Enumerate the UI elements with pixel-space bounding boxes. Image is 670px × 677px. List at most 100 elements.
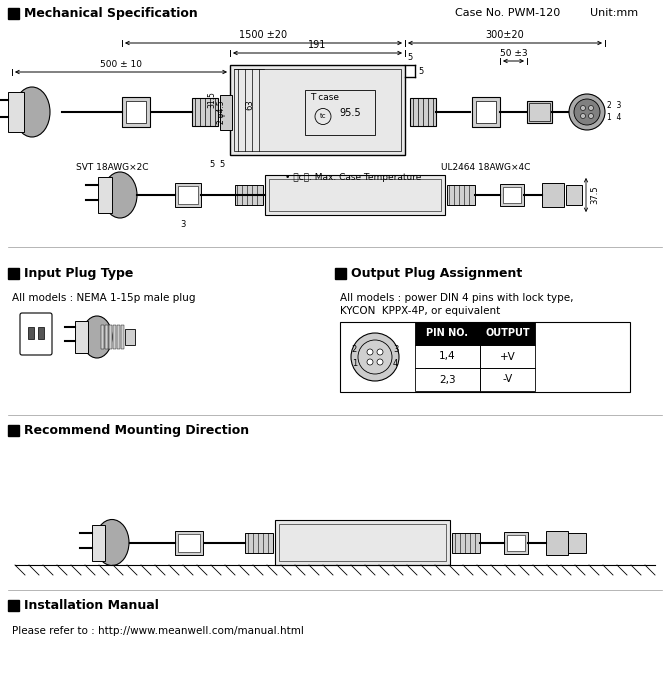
Bar (275, 520, 450, 565)
Bar (175, 531, 203, 554)
Text: Please refer to : http://www.meanwell.com/manual.html: Please refer to : http://www.meanwell.co… (12, 626, 304, 636)
Bar (122, 97, 150, 127)
Bar (507, 535, 525, 550)
Bar (126, 101, 146, 123)
Bar (546, 531, 568, 554)
Bar (480, 322, 535, 345)
Text: Installation Manual: Installation Manual (24, 599, 159, 612)
Bar (230, 65, 405, 155)
Text: 5: 5 (209, 160, 214, 169)
Bar (415, 345, 480, 368)
Text: 50 ±3: 50 ±3 (500, 49, 527, 58)
Bar (452, 533, 480, 552)
Bar (8, 92, 24, 132)
Bar (269, 179, 441, 211)
Circle shape (580, 114, 586, 118)
Bar (105, 325, 108, 349)
Bar (480, 368, 535, 391)
Text: +V: +V (500, 351, 515, 362)
Text: Recommend Mounting Direction: Recommend Mounting Direction (24, 424, 249, 437)
Circle shape (351, 333, 399, 381)
Text: 1: 1 (352, 359, 357, 368)
Circle shape (367, 359, 373, 365)
Text: 4: 4 (393, 359, 398, 368)
Ellipse shape (103, 172, 137, 218)
Bar (113, 325, 116, 349)
Bar (472, 97, 500, 127)
Text: Case No. PWM-120: Case No. PWM-120 (455, 8, 560, 18)
Bar (279, 524, 446, 561)
Bar (125, 329, 135, 345)
Bar (527, 101, 552, 123)
Text: UL2464 18AWG×4C: UL2464 18AWG×4C (442, 163, 531, 172)
Text: 31.5: 31.5 (207, 91, 216, 108)
Bar (235, 185, 263, 205)
Text: 3: 3 (180, 220, 186, 229)
Bar (503, 187, 521, 203)
Bar (8, 268, 19, 279)
Circle shape (377, 359, 383, 365)
Text: 500 ± 10: 500 ± 10 (100, 60, 142, 69)
Bar (98, 177, 112, 213)
Bar (305, 90, 375, 135)
Bar (568, 533, 586, 552)
Bar (245, 533, 273, 552)
Text: 2-φ4.5: 2-φ4.5 (216, 100, 225, 125)
Text: 2  3: 2 3 (607, 102, 621, 110)
Bar (234, 69, 401, 151)
Ellipse shape (95, 519, 129, 565)
Circle shape (569, 94, 605, 130)
Bar (504, 531, 528, 554)
Bar (8, 600, 19, 611)
Bar (220, 95, 232, 130)
Text: 1500 ±20: 1500 ±20 (239, 30, 287, 40)
Text: 2,3: 2,3 (440, 374, 456, 385)
Bar (175, 183, 201, 207)
Bar (265, 175, 445, 215)
Bar (192, 98, 218, 126)
Text: 95.5: 95.5 (339, 108, 361, 118)
Bar (109, 325, 112, 349)
Bar (476, 101, 496, 123)
Text: Output Plug Assignment: Output Plug Assignment (351, 267, 522, 280)
Text: PIN NO.: PIN NO. (427, 328, 468, 338)
Text: 3: 3 (393, 345, 399, 355)
Text: T case: T case (310, 93, 339, 102)
Text: 191: 191 (308, 40, 327, 50)
Text: 1  4: 1 4 (607, 114, 621, 123)
Text: KYCON  KPPX-4P, or equivalent: KYCON KPPX-4P, or equivalent (340, 306, 500, 316)
Text: -V: -V (502, 374, 513, 385)
Circle shape (574, 99, 600, 125)
Bar (415, 322, 480, 345)
Bar (335, 268, 346, 279)
Circle shape (377, 349, 383, 355)
Bar (542, 183, 564, 207)
Bar (529, 103, 550, 121)
Text: All models : NEMA 1-15p male plug: All models : NEMA 1-15p male plug (12, 293, 196, 303)
Bar (121, 325, 124, 349)
Bar (178, 186, 198, 204)
FancyBboxPatch shape (20, 313, 52, 355)
Bar (566, 185, 582, 205)
Text: 2: 2 (352, 345, 357, 355)
Text: 63: 63 (245, 100, 255, 110)
Bar (28, 327, 34, 339)
Bar (447, 185, 475, 205)
Bar (38, 327, 44, 339)
Bar (500, 184, 524, 206)
Ellipse shape (14, 87, 50, 137)
Text: 5: 5 (418, 66, 423, 76)
Text: All models : power DIN 4 pins with lock type,: All models : power DIN 4 pins with lock … (340, 293, 574, 303)
Bar (117, 325, 120, 349)
Bar (8, 8, 19, 19)
Text: Input Plug Type: Input Plug Type (24, 267, 133, 280)
Circle shape (588, 114, 594, 118)
Text: tc: tc (320, 114, 326, 120)
Bar (101, 325, 104, 349)
Text: 300±20: 300±20 (486, 30, 525, 40)
Bar (178, 533, 200, 552)
Bar (92, 525, 105, 561)
Bar (75, 321, 88, 353)
Bar (8, 425, 19, 436)
Text: SVT 18AWG×2C: SVT 18AWG×2C (76, 163, 148, 172)
